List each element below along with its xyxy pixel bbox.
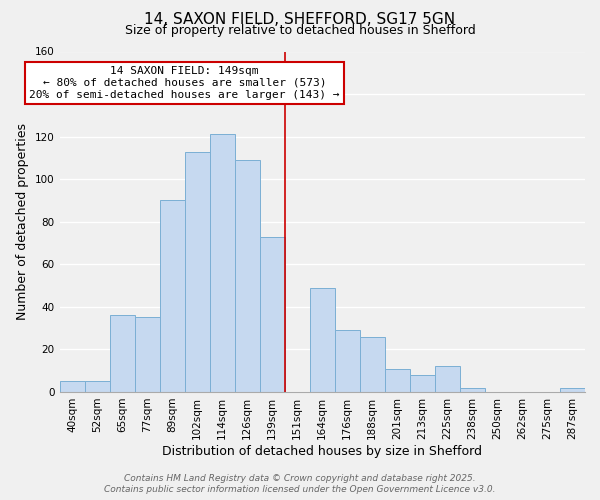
Text: 14 SAXON FIELD: 149sqm
← 80% of detached houses are smaller (573)
20% of semi-de: 14 SAXON FIELD: 149sqm ← 80% of detached… <box>29 66 340 100</box>
Y-axis label: Number of detached properties: Number of detached properties <box>16 123 29 320</box>
Bar <box>185 152 209 392</box>
Bar <box>209 134 235 392</box>
X-axis label: Distribution of detached houses by size in Shefford: Distribution of detached houses by size … <box>162 444 482 458</box>
Bar <box>110 316 134 392</box>
Text: Size of property relative to detached houses in Shefford: Size of property relative to detached ho… <box>125 24 475 37</box>
Bar <box>460 388 485 392</box>
Bar <box>410 375 435 392</box>
Bar <box>335 330 360 392</box>
Bar <box>85 382 110 392</box>
Bar <box>435 366 460 392</box>
Bar <box>260 236 285 392</box>
Bar <box>59 382 85 392</box>
Text: 14, SAXON FIELD, SHEFFORD, SG17 5GN: 14, SAXON FIELD, SHEFFORD, SG17 5GN <box>145 12 455 28</box>
Bar <box>160 200 185 392</box>
Bar <box>310 288 335 392</box>
Bar <box>560 388 585 392</box>
Bar <box>360 336 385 392</box>
Bar <box>235 160 260 392</box>
Bar <box>385 368 410 392</box>
Text: Contains HM Land Registry data © Crown copyright and database right 2025.
Contai: Contains HM Land Registry data © Crown c… <box>104 474 496 494</box>
Bar <box>134 318 160 392</box>
